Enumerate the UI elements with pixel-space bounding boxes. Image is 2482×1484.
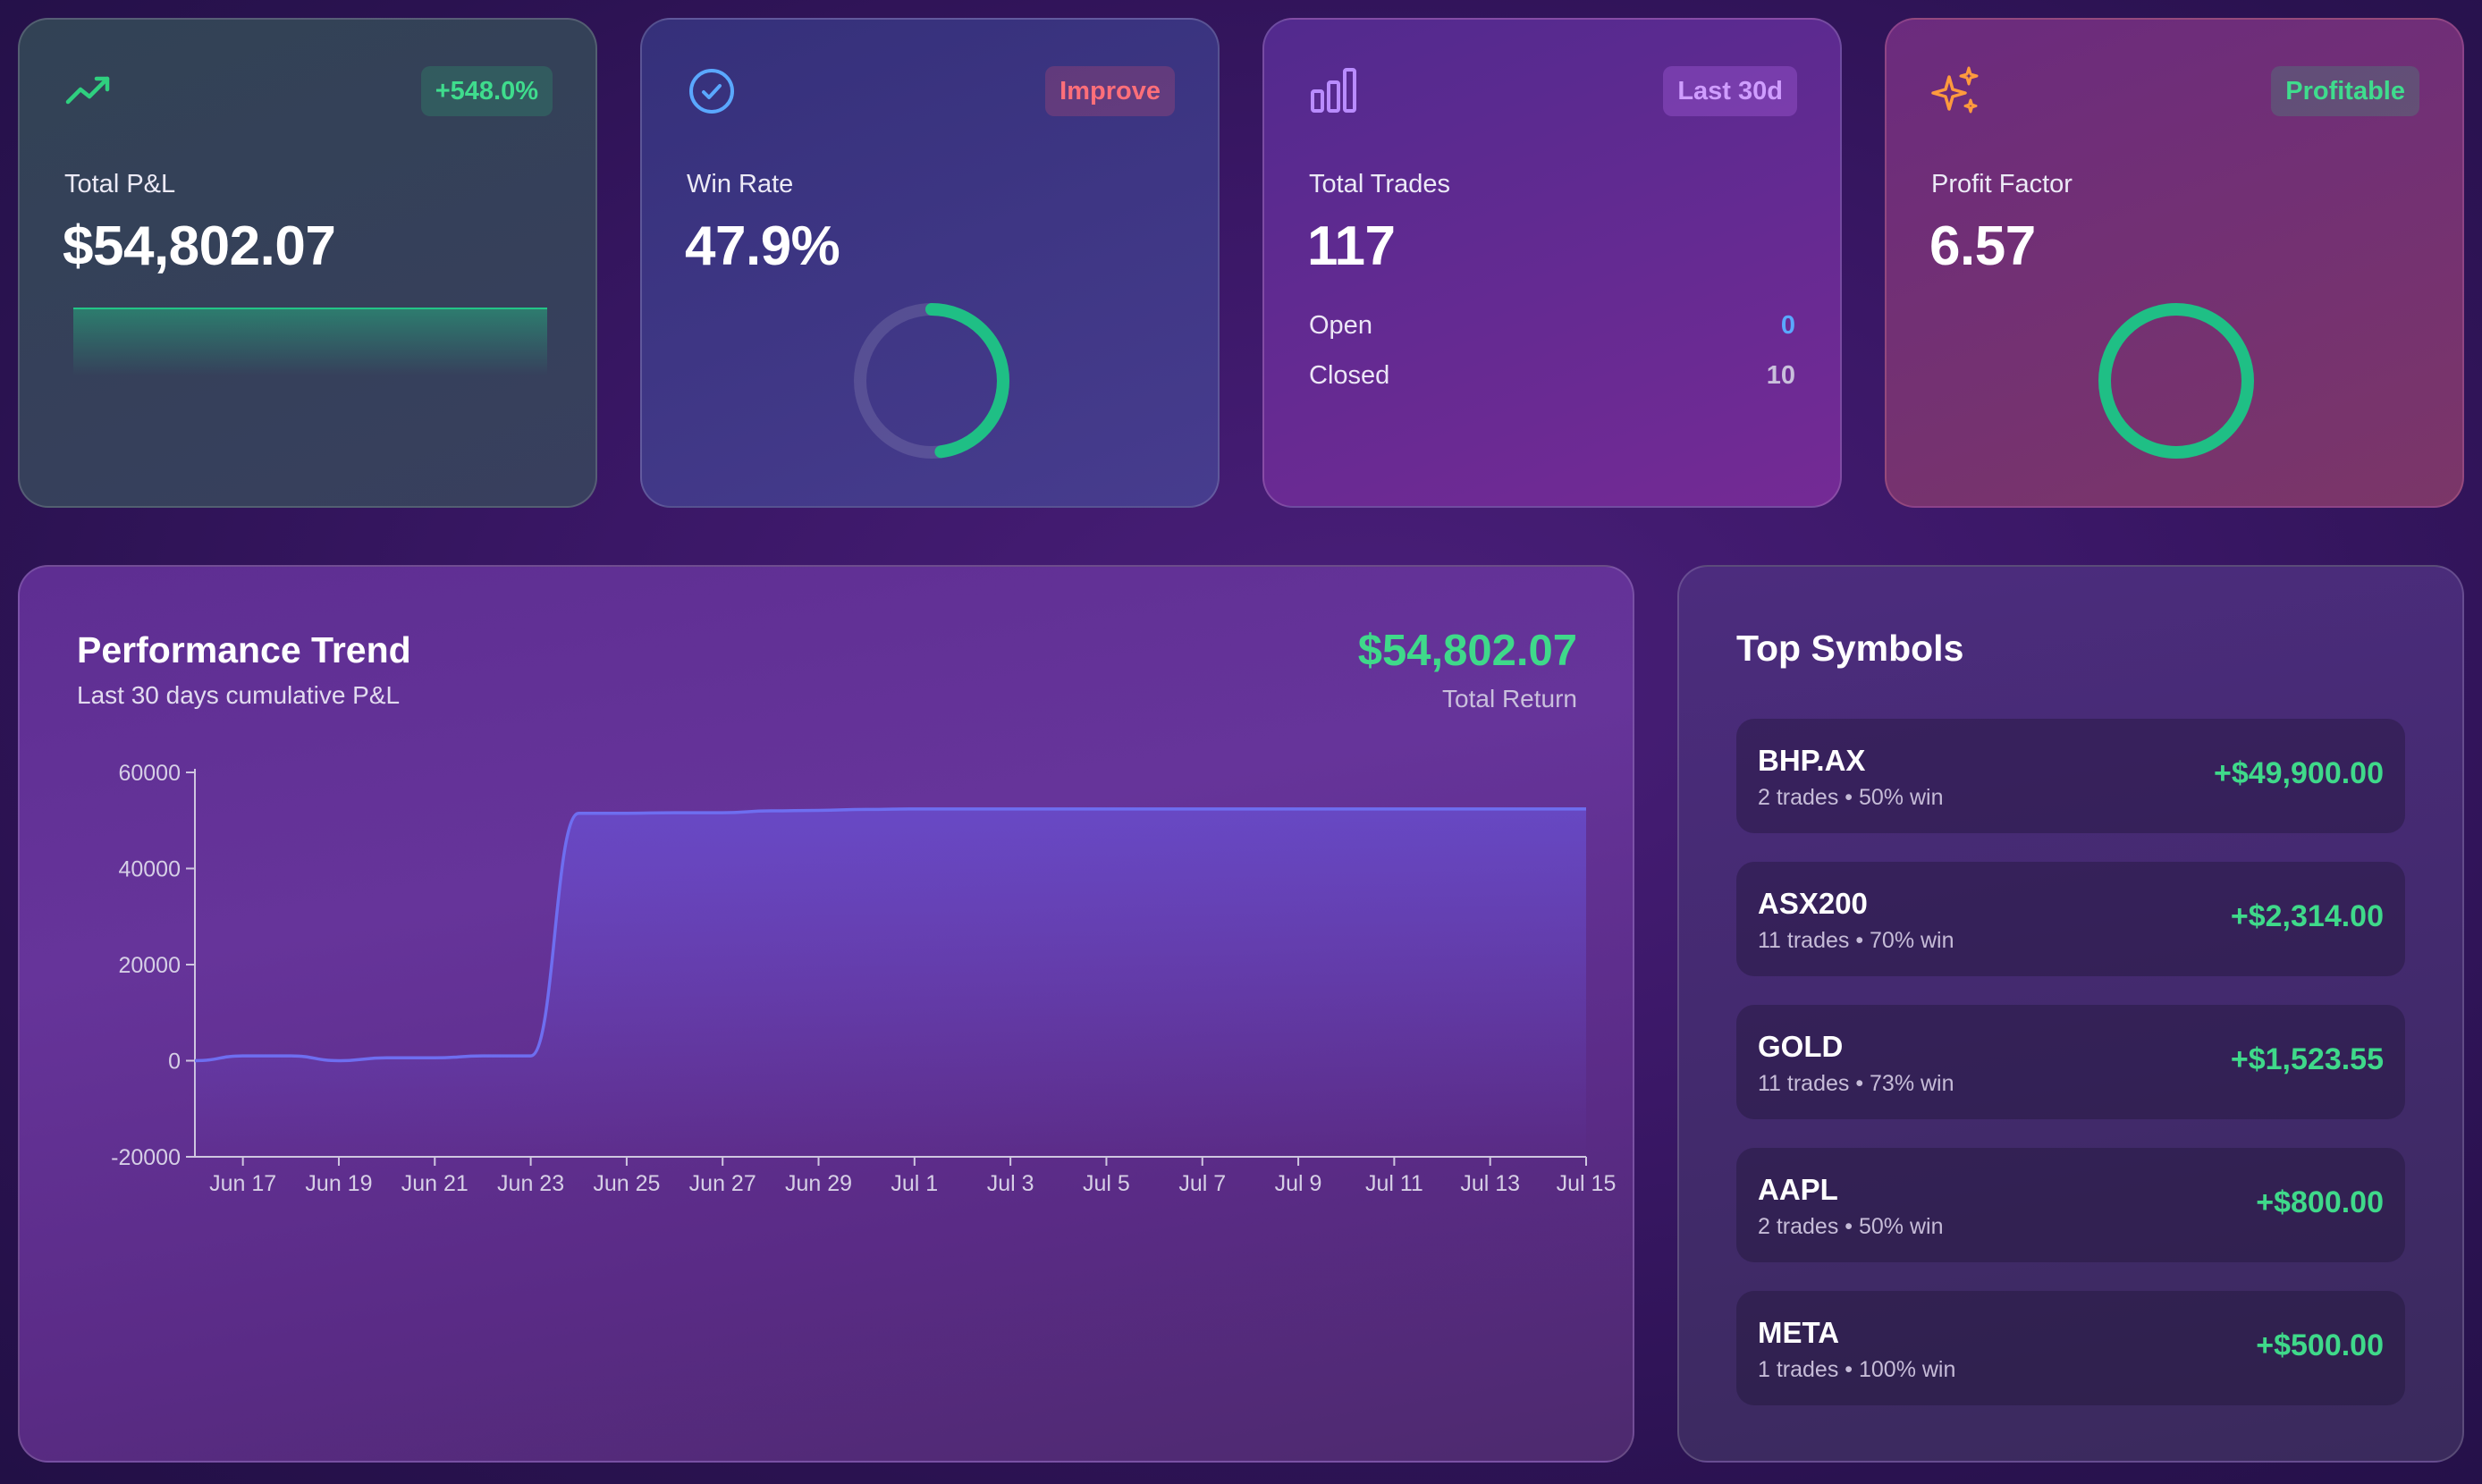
open-trades-row: Open 0 bbox=[1309, 311, 1795, 341]
symbol-item[interactable]: AAPL 2 trades • 50% win +$800.00 bbox=[1736, 1148, 2405, 1262]
check-circle-icon bbox=[689, 69, 734, 114]
symbol-meta: 2 trades • 50% win bbox=[1758, 1214, 1944, 1239]
win-rate-value: 47.9% bbox=[685, 215, 840, 277]
x-tick-label: Jul 11 bbox=[1365, 1171, 1423, 1196]
y-tick-label: 20000 bbox=[118, 953, 181, 978]
symbol-pnl: +$500.00 bbox=[2256, 1328, 2384, 1362]
symbol-item[interactable]: META 1 trades • 100% win +$500.00 bbox=[1736, 1291, 2405, 1405]
win-rate-ring bbox=[854, 303, 1009, 459]
y-tick-label: 0 bbox=[168, 1050, 181, 1075]
x-tick-label: Jun 19 bbox=[305, 1171, 372, 1196]
symbol-item[interactable]: BHP.AX 2 trades • 50% win +$49,900.00 bbox=[1736, 719, 2405, 833]
trades-value: 117 bbox=[1307, 215, 1396, 277]
performance-total-label: Total Return bbox=[1442, 685, 1577, 712]
symbol-item[interactable]: GOLD 11 trades • 73% win +$1,523.55 bbox=[1736, 1005, 2405, 1119]
win-rate-label: Win Rate bbox=[687, 170, 794, 198]
symbol-meta: 2 trades • 50% win bbox=[1758, 785, 1944, 810]
symbol-item[interactable]: ASX200 11 trades • 70% win +$2,314.00 bbox=[1736, 862, 2405, 976]
x-tick-label: Jun 27 bbox=[689, 1171, 756, 1196]
symbol-name: META bbox=[1758, 1316, 1840, 1349]
y-tick-label: 40000 bbox=[118, 857, 181, 882]
top-symbols-card: Top Symbols BHP.AX 2 trades • 50% win +$… bbox=[1677, 565, 2464, 1463]
win-rate-badge: Improve bbox=[1045, 66, 1175, 116]
series-area bbox=[195, 808, 1586, 1157]
performance-title: Performance Trend bbox=[77, 629, 411, 670]
symbol-meta: 11 trades • 70% win bbox=[1758, 928, 1954, 953]
symbol-pnl: +$2,314.00 bbox=[2230, 899, 2384, 933]
symbol-name: BHP.AX bbox=[1758, 744, 1866, 777]
x-tick-label: Jun 25 bbox=[593, 1171, 660, 1196]
pnl-value: $54,802.07 bbox=[63, 215, 336, 277]
pnl-change-badge: +548.0% bbox=[420, 66, 553, 116]
trades-label: Total Trades bbox=[1309, 170, 1450, 198]
x-tick-label: Jun 23 bbox=[497, 1171, 564, 1196]
x-tick-label: Jun 17 bbox=[209, 1171, 276, 1196]
symbol-meta: 11 trades • 73% win bbox=[1758, 1071, 1954, 1096]
x-tick-label: Jul 3 bbox=[987, 1171, 1034, 1196]
win-rate-card: Improve Win Rate 47.9% bbox=[640, 18, 1220, 508]
symbol-pnl: +$1,523.55 bbox=[2230, 1042, 2384, 1076]
y-tick-label: 60000 bbox=[118, 761, 181, 786]
x-tick-label: Jun 21 bbox=[401, 1171, 469, 1196]
profit-factor-value: 6.57 bbox=[1929, 215, 2036, 277]
symbol-name: GOLD bbox=[1758, 1030, 1844, 1063]
x-tick-label: Jul 1 bbox=[891, 1171, 938, 1196]
performance-trend-card: 60000 40000 20000 0 -20000 Jun 17 Jun 19 Jun 21… bbox=[18, 565, 1634, 1463]
top-symbols-title: Top Symbols bbox=[1736, 628, 1964, 669]
profitable-badge: Profitable bbox=[2271, 66, 2419, 116]
symbol-meta: 1 trades • 100% win bbox=[1758, 1357, 1956, 1382]
symbol-name: AAPL bbox=[1758, 1173, 1838, 1206]
profit-factor-label: Profit Factor bbox=[1931, 170, 2073, 198]
pnl-sparkline bbox=[73, 308, 547, 375]
total-pnl-card: +548.0% Total P&L $54,802.07 bbox=[18, 18, 597, 508]
x-tick-label: Jul 7 bbox=[1178, 1171, 1226, 1196]
trending-up-icon bbox=[65, 76, 110, 105]
open-trades-label: Open bbox=[1309, 311, 1372, 340]
performance-total: $54,802.07 bbox=[1357, 627, 1577, 675]
symbol-list: BHP.AX 2 trades • 50% win +$49,900.00 AS… bbox=[1736, 719, 2405, 1434]
x-tick-label: Jul 9 bbox=[1275, 1171, 1322, 1196]
x-tick-label: Jul 15 bbox=[1557, 1171, 1617, 1196]
closed-trades-label: Closed bbox=[1309, 361, 1390, 390]
closed-trades-row: Closed 10 bbox=[1309, 361, 1795, 391]
closed-trades-value: 10 bbox=[1766, 361, 1795, 390]
symbol-pnl: +$800.00 bbox=[2256, 1185, 2384, 1219]
y-tick-label: -20000 bbox=[111, 1145, 181, 1170]
profit-factor-ring bbox=[2098, 303, 2254, 459]
x-tick-label: Jul 5 bbox=[1083, 1171, 1130, 1196]
x-tick-label: Jul 13 bbox=[1460, 1171, 1520, 1196]
x-tick-label: Jun 29 bbox=[785, 1171, 852, 1196]
profit-factor-card: Profitable Profit Factor 6.57 bbox=[1885, 18, 2464, 508]
performance-chart: 60000 40000 20000 0 -20000 Jun 17 Jun 19 Jun 21… bbox=[111, 761, 1617, 1196]
symbol-pnl: +$49,900.00 bbox=[2213, 756, 2384, 790]
series-line bbox=[194, 807, 1586, 1063]
symbol-name: ASX200 bbox=[1758, 887, 1868, 920]
sparkles-icon bbox=[1931, 66, 1979, 114]
total-trades-card: Last 30d Total Trades 117 Open 0 Closed … bbox=[1262, 18, 1842, 508]
open-trades-value: 0 bbox=[1780, 311, 1795, 340]
performance-subtitle: Last 30 days cumulative P&L bbox=[77, 681, 401, 709]
trades-period-badge: Last 30d bbox=[1663, 66, 1797, 116]
bar-chart-icon bbox=[1311, 68, 1356, 113]
pnl-label: Total P&L bbox=[64, 170, 176, 198]
